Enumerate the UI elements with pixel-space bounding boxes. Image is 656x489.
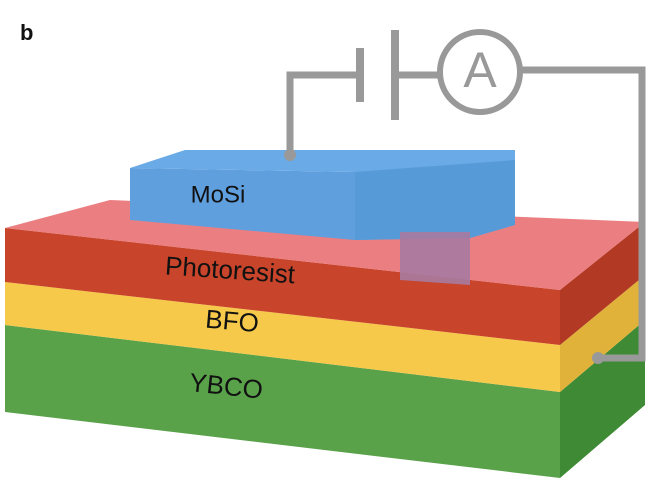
panel-label: b — [20, 20, 33, 45]
contact-pillar — [400, 232, 470, 285]
mosi-front — [130, 168, 355, 240]
ybco-front — [5, 325, 560, 478]
bfo-side — [560, 275, 645, 392]
mosi-label: MoSi — [191, 181, 246, 208]
wire — [520, 66, 646, 362]
photoresist-side — [560, 222, 645, 345]
bfo-label: BFO — [204, 304, 260, 339]
contact-dot — [284, 149, 296, 161]
wire — [286, 71, 358, 155]
photoresist-front — [5, 228, 560, 345]
contact-dot — [592, 352, 604, 364]
ammeter-label: A — [463, 42, 497, 98]
bfo-front — [5, 282, 560, 392]
mosi-side — [355, 160, 515, 240]
